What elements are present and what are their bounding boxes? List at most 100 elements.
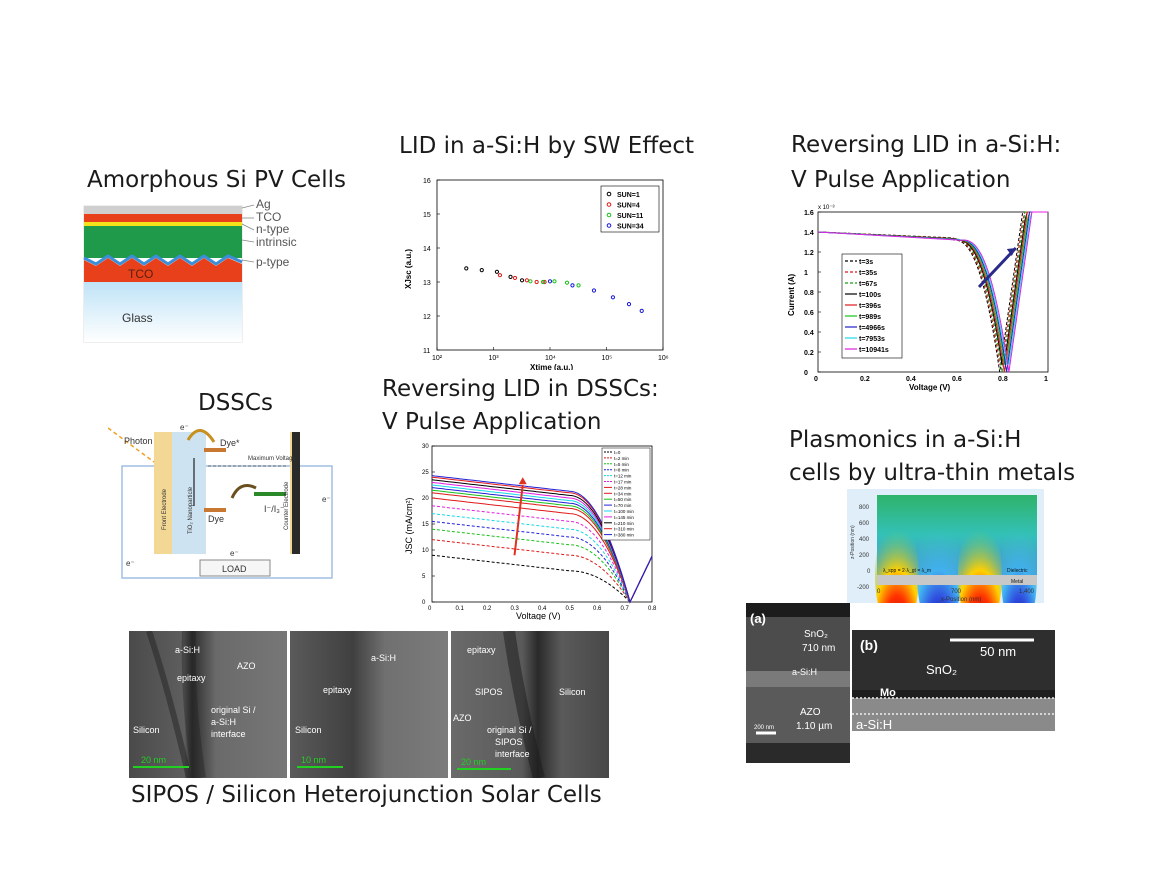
- field-formula: λ_spp = 2·λ_gt = λ_m: [883, 568, 931, 574]
- field-ytick-400: 400: [859, 537, 870, 543]
- chart3-legend-label: t=70 min: [614, 503, 632, 508]
- title-lid-sw: LID in a-Si:H by SW Effect: [399, 133, 695, 159]
- chart1-ytick: 11: [423, 348, 430, 355]
- tem3-interface-3: interface: [495, 749, 530, 759]
- title-plasmonics-1: Plasmonics in a-Si:H: [789, 427, 1022, 453]
- ptype-layer: [83, 254, 243, 266]
- chart3-arrowhead: [518, 477, 527, 485]
- sem-a-label: (a): [750, 611, 766, 626]
- chart2-xlabel: Voltage (V): [909, 383, 951, 392]
- chart2-legend-label: t=3s: [859, 259, 873, 266]
- chart1-xtick: 10²: [432, 355, 443, 362]
- chart3-legend-label: t=8 min: [614, 468, 629, 473]
- chart1-legend-label: SUN=1: [617, 192, 640, 199]
- sem-image-a: (a) SnO₂ 710 nm a-Si:H AZO 1.10 µm 200 n…: [746, 603, 850, 763]
- sem-image-b: (b) 50 nm SnO₂ Mo a-Si:H: [852, 630, 1055, 732]
- dssc-diagram: Photon Dye* Dye Maximum Voltage I⁻/I₃⁻ L…: [107, 418, 348, 586]
- field-metal: Metal: [1011, 579, 1023, 585]
- tco-bottom-layer: [84, 258, 242, 282]
- chart3-xtick: 0.1: [456, 606, 465, 612]
- ag-layer: [84, 206, 242, 214]
- title-rev-lid-asi-1: Reversing LID in a-Si:H:: [791, 132, 1062, 158]
- chart3-ytick: 10: [422, 548, 429, 554]
- dssc-dye-star: Dye*: [220, 438, 240, 448]
- chart1-point: [564, 280, 570, 285]
- chart1-point: [610, 295, 616, 300]
- field-xtick-1400: 1,400: [1019, 589, 1035, 595]
- chart3-ylabel: JSC (mA/cm²): [404, 498, 414, 555]
- chart1-point: [508, 274, 513, 280]
- chart1-legend-label: SUN=4: [617, 203, 640, 210]
- chart1-point: [497, 273, 503, 278]
- chart3-legend-label: t=50 min: [614, 497, 632, 502]
- field-ylabel: z-Position (nm): [850, 525, 856, 559]
- chart1-point: [626, 302, 632, 307]
- glass-layer: [84, 282, 242, 342]
- dssc-dye: Dye: [208, 514, 224, 524]
- chart2-legend-label: t=100s: [859, 292, 881, 299]
- chart3-xlabel: Voltage (V): [516, 611, 561, 620]
- chart3-legend-label: t=2 min: [614, 456, 629, 461]
- title-rev-lid-dssc-2: V Pulse Application: [382, 409, 602, 435]
- title-rev-lid-asi-2: V Pulse Application: [791, 167, 1011, 193]
- chart3-ytick: 15: [422, 522, 429, 528]
- tem2-scale: 10 nm: [301, 755, 326, 765]
- field-xlabel: x-Position (nm): [941, 597, 981, 603]
- chart2-xtick: 0: [814, 376, 818, 383]
- chart2-xtick: 0.4: [906, 376, 916, 383]
- chart1-point: [570, 283, 575, 288]
- chart1-ytick: 15: [423, 212, 431, 219]
- tem1-scale: 20 nm: [141, 755, 166, 765]
- dssc-counter-label: Counter Electrode: [284, 481, 290, 530]
- chart2-xtick: 0.6: [952, 376, 962, 383]
- tem-panel-2: [290, 631, 448, 778]
- chart2-arrow: [977, 246, 1017, 289]
- chart3-arrow: [513, 484, 524, 556]
- chart1-legend-marker: [606, 223, 612, 228]
- chart3-legend-label: t=210 min: [614, 521, 634, 526]
- chart1-legend-marker: [606, 212, 612, 218]
- dssc-front-label: Front Electrode: [162, 488, 168, 530]
- chart1-point: [464, 266, 469, 271]
- chart-rev-lid-dssc: 0 0.1 0.2 0.3 0.4 0.5 0.6 0.7 0.8 0 5 10 15 20 25 30 Vol…: [398, 440, 660, 621]
- tem1-interface-1: original Si /: [211, 705, 256, 715]
- chart2-ytick: 1.6: [804, 210, 814, 217]
- tem3-interface-2: SIPOS: [495, 737, 523, 747]
- chart3-legend-label: t=28 min: [614, 485, 632, 490]
- chart1-ylabel: XJsc (a.u.): [404, 249, 413, 289]
- tem3-silicon: Silicon: [559, 687, 586, 697]
- sem-a-sno2: SnO₂: [804, 629, 828, 640]
- sem-a-scale: 200 nm: [754, 725, 774, 731]
- chart1-ytick: 14: [423, 246, 431, 253]
- tem1-azo: AZO: [237, 661, 256, 671]
- label-intrinsic: intrinsic: [256, 235, 297, 249]
- chart1-ytick: 13: [423, 280, 431, 287]
- chart3-xtick: 0: [428, 606, 432, 612]
- dssc-electron-right: e⁻: [322, 495, 331, 504]
- label-ag: Ag: [256, 197, 271, 211]
- plasmonics-field-map: 800 600 400 200 0 -200 0 700 1,400 x-Pos…: [847, 489, 1044, 633]
- chart3-ytick: 5: [422, 574, 426, 580]
- tem3-azo: AZO: [453, 713, 472, 723]
- chart1-legend-marker: [606, 202, 612, 207]
- label-ntype: n-type: [256, 222, 290, 236]
- dssc-electron-bottom: e⁻: [230, 549, 239, 558]
- chart3-legend-label: t=17 min: [614, 480, 632, 485]
- chart2-xtick: 0.8: [998, 376, 1008, 383]
- chart2-legend: [841, 253, 903, 359]
- field-ytick-800: 800: [859, 505, 870, 511]
- chart3-ytick: 30: [422, 444, 429, 450]
- front-electrode: [154, 432, 172, 554]
- field-ytick-600: 600: [859, 521, 870, 527]
- chart3-series-line: [431, 520, 653, 604]
- chart1-legend-marker: [606, 191, 612, 197]
- dssc-tio2-label: TiO₂ Nanoparticle: [188, 486, 194, 534]
- chart3-series-line: [431, 528, 653, 604]
- chart2-xtick: 1: [1044, 376, 1048, 383]
- dssc-electron-left: e⁻: [126, 559, 135, 568]
- sem-b-asih: a-Si:H: [856, 717, 892, 731]
- chart2-ytick: 0.2: [804, 350, 814, 357]
- chart1-point: [528, 279, 533, 284]
- chart3-legend-label: t=34 min: [614, 491, 632, 496]
- chart3-series-line: [431, 539, 653, 604]
